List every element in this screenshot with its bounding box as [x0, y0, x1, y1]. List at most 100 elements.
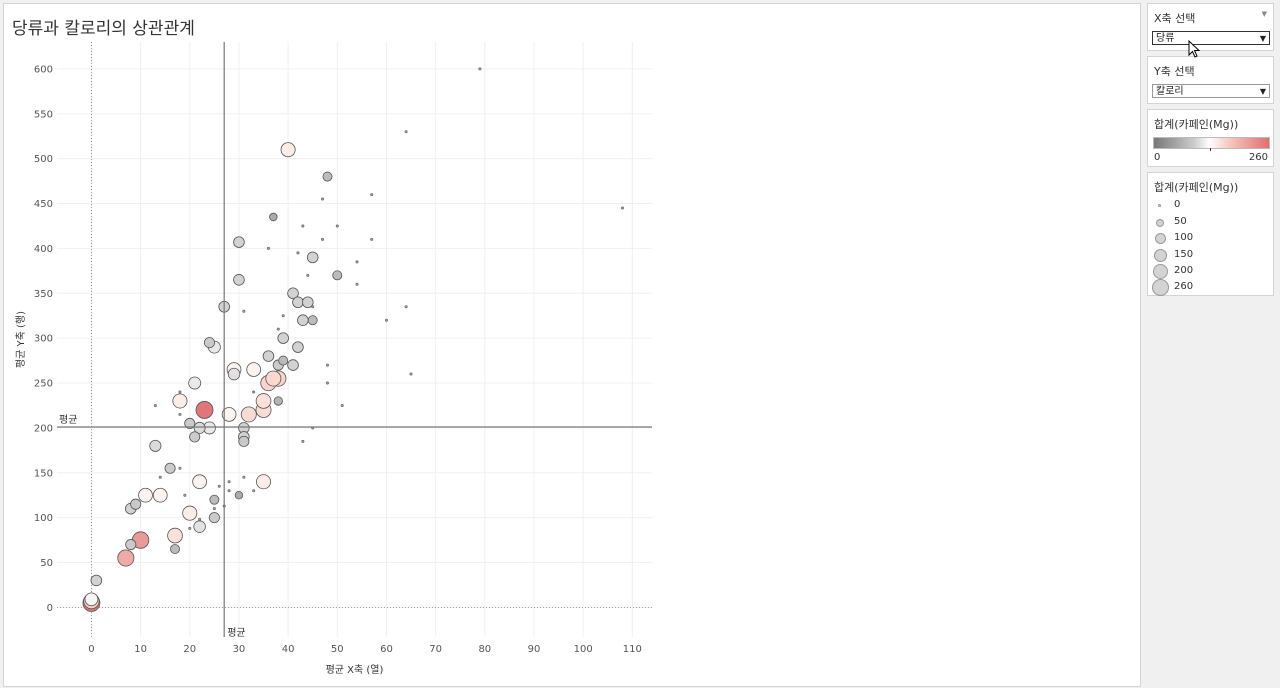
data-point[interactable] — [266, 246, 270, 250]
data-point[interactable] — [404, 305, 408, 309]
data-point[interactable] — [195, 401, 214, 419]
data-point[interactable] — [178, 390, 182, 394]
data-point[interactable] — [203, 337, 215, 349]
data-point[interactable] — [265, 370, 282, 387]
data-point[interactable] — [183, 493, 187, 497]
data-point[interactable] — [620, 206, 624, 210]
data-point[interactable] — [221, 407, 237, 422]
data-point[interactable] — [193, 520, 206, 533]
data-point[interactable] — [321, 197, 325, 201]
data-point[interactable] — [172, 393, 188, 409]
data-point[interactable] — [242, 309, 246, 313]
data-point[interactable] — [227, 480, 231, 484]
data-point[interactable] — [306, 273, 310, 277]
data-point[interactable] — [370, 237, 374, 241]
data-point[interactable] — [233, 274, 245, 286]
data-point[interactable] — [278, 355, 289, 366]
data-point[interactable] — [370, 193, 374, 197]
data-point[interactable] — [292, 341, 304, 353]
size-legend-item[interactable]: 0 — [1148, 198, 1268, 214]
chevron-down-icon[interactable]: ▼ — [1261, 10, 1267, 18]
data-point[interactable] — [355, 282, 359, 286]
data-point[interactable] — [322, 171, 333, 182]
data-point[interactable] — [153, 403, 157, 407]
data-point[interactable] — [311, 305, 315, 309]
data-point[interactable] — [478, 67, 482, 71]
data-point[interactable] — [255, 393, 272, 409]
data-point[interactable] — [307, 315, 318, 326]
data-point[interactable] — [332, 270, 343, 281]
data-point[interactable] — [281, 314, 285, 318]
x-axis-select[interactable]: 당류 ▼ — [1152, 31, 1270, 45]
data-point[interactable] — [84, 592, 99, 607]
dropdown-arrow-icon[interactable]: ▼ — [1259, 87, 1266, 96]
dropdown-arrow-icon[interactable]: ▼ — [1259, 34, 1266, 43]
data-point[interactable] — [297, 314, 309, 326]
data-point[interactable] — [149, 439, 162, 452]
data-point[interactable] — [117, 549, 135, 567]
data-point[interactable] — [280, 142, 296, 158]
data-point[interactable] — [355, 260, 359, 264]
data-point[interactable] — [325, 381, 329, 385]
data-point[interactable] — [277, 332, 289, 344]
data-point[interactable] — [276, 327, 280, 331]
data-point[interactable] — [188, 526, 192, 530]
data-point[interactable] — [178, 466, 182, 470]
data-point[interactable] — [193, 421, 206, 434]
data-point[interactable] — [292, 296, 304, 309]
data-point[interactable] — [158, 475, 162, 479]
data-point[interactable] — [233, 236, 245, 248]
data-point[interactable] — [287, 359, 299, 371]
data-point[interactable] — [152, 487, 168, 503]
y-axis-select[interactable]: 칼로리 ▼ — [1152, 84, 1270, 98]
data-point[interactable] — [198, 517, 202, 521]
data-point[interactable] — [301, 224, 305, 228]
data-point[interactable] — [125, 539, 137, 551]
data-point[interactable] — [234, 491, 244, 500]
data-point[interactable] — [192, 474, 207, 490]
data-point[interactable] — [335, 224, 339, 228]
data-point[interactable] — [170, 544, 180, 555]
data-point[interactable] — [340, 403, 344, 407]
data-point[interactable] — [167, 527, 183, 544]
data-point[interactable] — [227, 489, 231, 493]
data-point[interactable] — [252, 489, 256, 493]
data-point[interactable] — [227, 367, 241, 381]
data-point[interactable] — [182, 505, 198, 521]
data-point[interactable] — [184, 417, 196, 429]
data-point[interactable] — [90, 574, 103, 587]
data-point[interactable] — [212, 507, 216, 511]
size-legend-item[interactable]: 150 — [1148, 248, 1268, 264]
data-point[interactable] — [242, 475, 246, 479]
data-point[interactable] — [262, 350, 275, 362]
data-point[interactable] — [321, 237, 325, 241]
data-point[interactable] — [189, 431, 201, 443]
data-point[interactable] — [384, 318, 388, 322]
data-point[interactable] — [301, 439, 305, 443]
data-point[interactable] — [302, 296, 314, 309]
scatter-chart[interactable]: 0 10 20 30 40 50 60 70 80 90 100 110 0 50 100 150 200 250… — [4, 4, 1140, 686]
data-point[interactable] — [404, 130, 408, 134]
size-legend-item[interactable]: 50 — [1148, 215, 1268, 231]
data-point[interactable] — [138, 487, 153, 503]
data-point[interactable] — [188, 376, 202, 390]
data-point[interactable] — [217, 484, 221, 488]
data-point[interactable] — [273, 396, 283, 406]
data-point[interactable] — [178, 412, 182, 416]
data-point[interactable] — [269, 212, 278, 222]
data-point[interactable] — [256, 474, 272, 490]
data-point[interactable] — [306, 251, 319, 264]
size-legend-item[interactable]: 100 — [1148, 231, 1268, 247]
size-legend-item[interactable]: 260 — [1148, 279, 1268, 296]
data-point[interactable] — [238, 435, 250, 447]
data-point[interactable] — [209, 494, 220, 505]
data-point[interactable] — [325, 363, 329, 367]
data-point[interactable] — [208, 512, 220, 524]
data-point[interactable] — [246, 362, 262, 377]
data-point[interactable] — [287, 287, 299, 300]
data-point[interactable] — [296, 251, 300, 255]
data-point[interactable] — [130, 498, 142, 510]
data-point[interactable] — [409, 372, 413, 376]
data-point[interactable] — [240, 406, 257, 423]
size-legend-item[interactable]: 200 — [1148, 264, 1268, 280]
